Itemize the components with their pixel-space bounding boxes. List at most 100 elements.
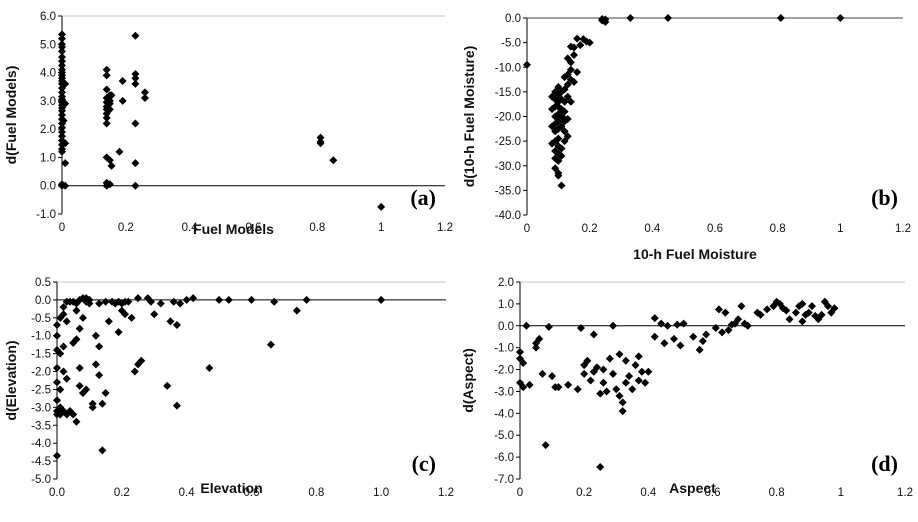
y-tick-label: 2.0 (498, 277, 514, 289)
data-point (131, 159, 140, 168)
data-point (557, 122, 566, 131)
data-point (104, 317, 113, 326)
data-point (519, 383, 528, 392)
data-point (131, 181, 140, 190)
panel-a: 6.0 5.0 4.0 3.0 2.0 1.0 0.0 -1.00 0.2 0.4 0.6 0.8 1 1… (3, 11, 453, 237)
y-tick-label: 5.0 (40, 39, 56, 51)
data-point (609, 369, 618, 378)
y-tick-label: 0.0 (498, 321, 514, 333)
x-tick-label: 0.6 (707, 223, 723, 235)
data-point (566, 65, 575, 74)
y-tick-label: 0.5 (35, 277, 51, 289)
data-point (107, 91, 116, 100)
data-point (522, 321, 531, 330)
x-tick-label: 0.2 (114, 487, 130, 499)
data-point (88, 403, 97, 412)
data-point (544, 322, 553, 331)
data-point (551, 127, 560, 136)
data-point (548, 139, 557, 148)
data-point (58, 88, 66, 97)
data-point (551, 87, 560, 96)
data-point (118, 77, 127, 86)
y-tick-label: 0.0 (505, 13, 521, 25)
data-point (782, 306, 791, 315)
y-tick-label: 2.0 (40, 124, 56, 136)
x-tick-label: 0.4 (179, 487, 196, 499)
data-point (554, 171, 563, 180)
y-tick-label: -1.0 (494, 343, 514, 355)
data-point (102, 119, 111, 128)
x-tick-label: 1 (838, 487, 844, 499)
data-point (95, 342, 104, 351)
y-tick-label: -4.0 (31, 438, 51, 450)
y-tick-label: 3.0 (40, 96, 56, 108)
data-point (541, 441, 550, 450)
y-tick-label: -6.0 (494, 452, 514, 464)
data-point (131, 69, 140, 78)
data-point (266, 340, 275, 349)
y-tick-label: -1.0 (31, 331, 51, 343)
y-tick-label: 4.0 (40, 68, 56, 80)
x-tick-label: 0 (517, 487, 523, 499)
data-point (532, 343, 541, 352)
data-point (702, 330, 711, 339)
data-point (535, 334, 544, 343)
x-axis-label: Elevation (200, 480, 262, 496)
data-point (140, 94, 149, 103)
data-point (69, 410, 78, 419)
data-point (59, 342, 68, 351)
y-tick-label: -2.0 (494, 365, 514, 377)
data-point (61, 99, 70, 108)
data-point (625, 372, 634, 381)
data-point (634, 376, 643, 385)
y-axis-label: d(10-h Fuel Moisture) (461, 46, 477, 188)
data-point (554, 142, 563, 151)
x-tick-label: 1.2 (437, 222, 453, 234)
data-point (58, 127, 66, 136)
data-point (830, 304, 839, 313)
data-point (107, 161, 116, 170)
x-tick-label: 0.4 (644, 223, 661, 235)
data-point (58, 43, 66, 52)
data-point (554, 82, 563, 91)
y-tick-label: -0.5 (31, 313, 51, 325)
data-point (679, 319, 688, 328)
data-point (98, 446, 107, 455)
x-tick-label: 0.6 (705, 487, 721, 499)
y-tick-label: -3.5 (31, 420, 51, 432)
data-point (566, 42, 575, 51)
x-tick-label: 0.4 (640, 487, 657, 499)
data-point (737, 302, 746, 311)
data-point (548, 105, 557, 114)
data-point (105, 105, 114, 114)
data-point (609, 321, 618, 330)
data-point (131, 31, 140, 40)
data-point (734, 315, 743, 324)
data-point (59, 303, 68, 312)
x-tick-label: 1.2 (438, 487, 454, 499)
data-point (72, 335, 81, 344)
y-tick-label: -5.0 (494, 430, 514, 442)
data-point (147, 297, 156, 306)
data-point (137, 356, 146, 365)
data-point (58, 30, 66, 39)
y-tick-label: 6.0 (40, 11, 56, 23)
y-tick-label: -35.0 (495, 185, 521, 197)
data-point (105, 156, 114, 165)
data-point (58, 147, 66, 156)
data-point (59, 116, 68, 125)
data-point (140, 88, 149, 97)
x-tick-label: 1 (378, 222, 384, 234)
data-point (563, 92, 572, 101)
y-tick-label: -5.0 (501, 38, 521, 50)
data-point (564, 380, 573, 389)
x-axis-label: 10-h Fuel Moisture (633, 246, 757, 262)
data-point (316, 139, 325, 148)
data-point (817, 310, 826, 319)
data-point (62, 374, 71, 383)
data-point (596, 389, 605, 398)
data-point (566, 97, 575, 106)
data-point (58, 106, 66, 115)
panel-label: (a) (410, 185, 436, 210)
data-point (583, 356, 592, 365)
